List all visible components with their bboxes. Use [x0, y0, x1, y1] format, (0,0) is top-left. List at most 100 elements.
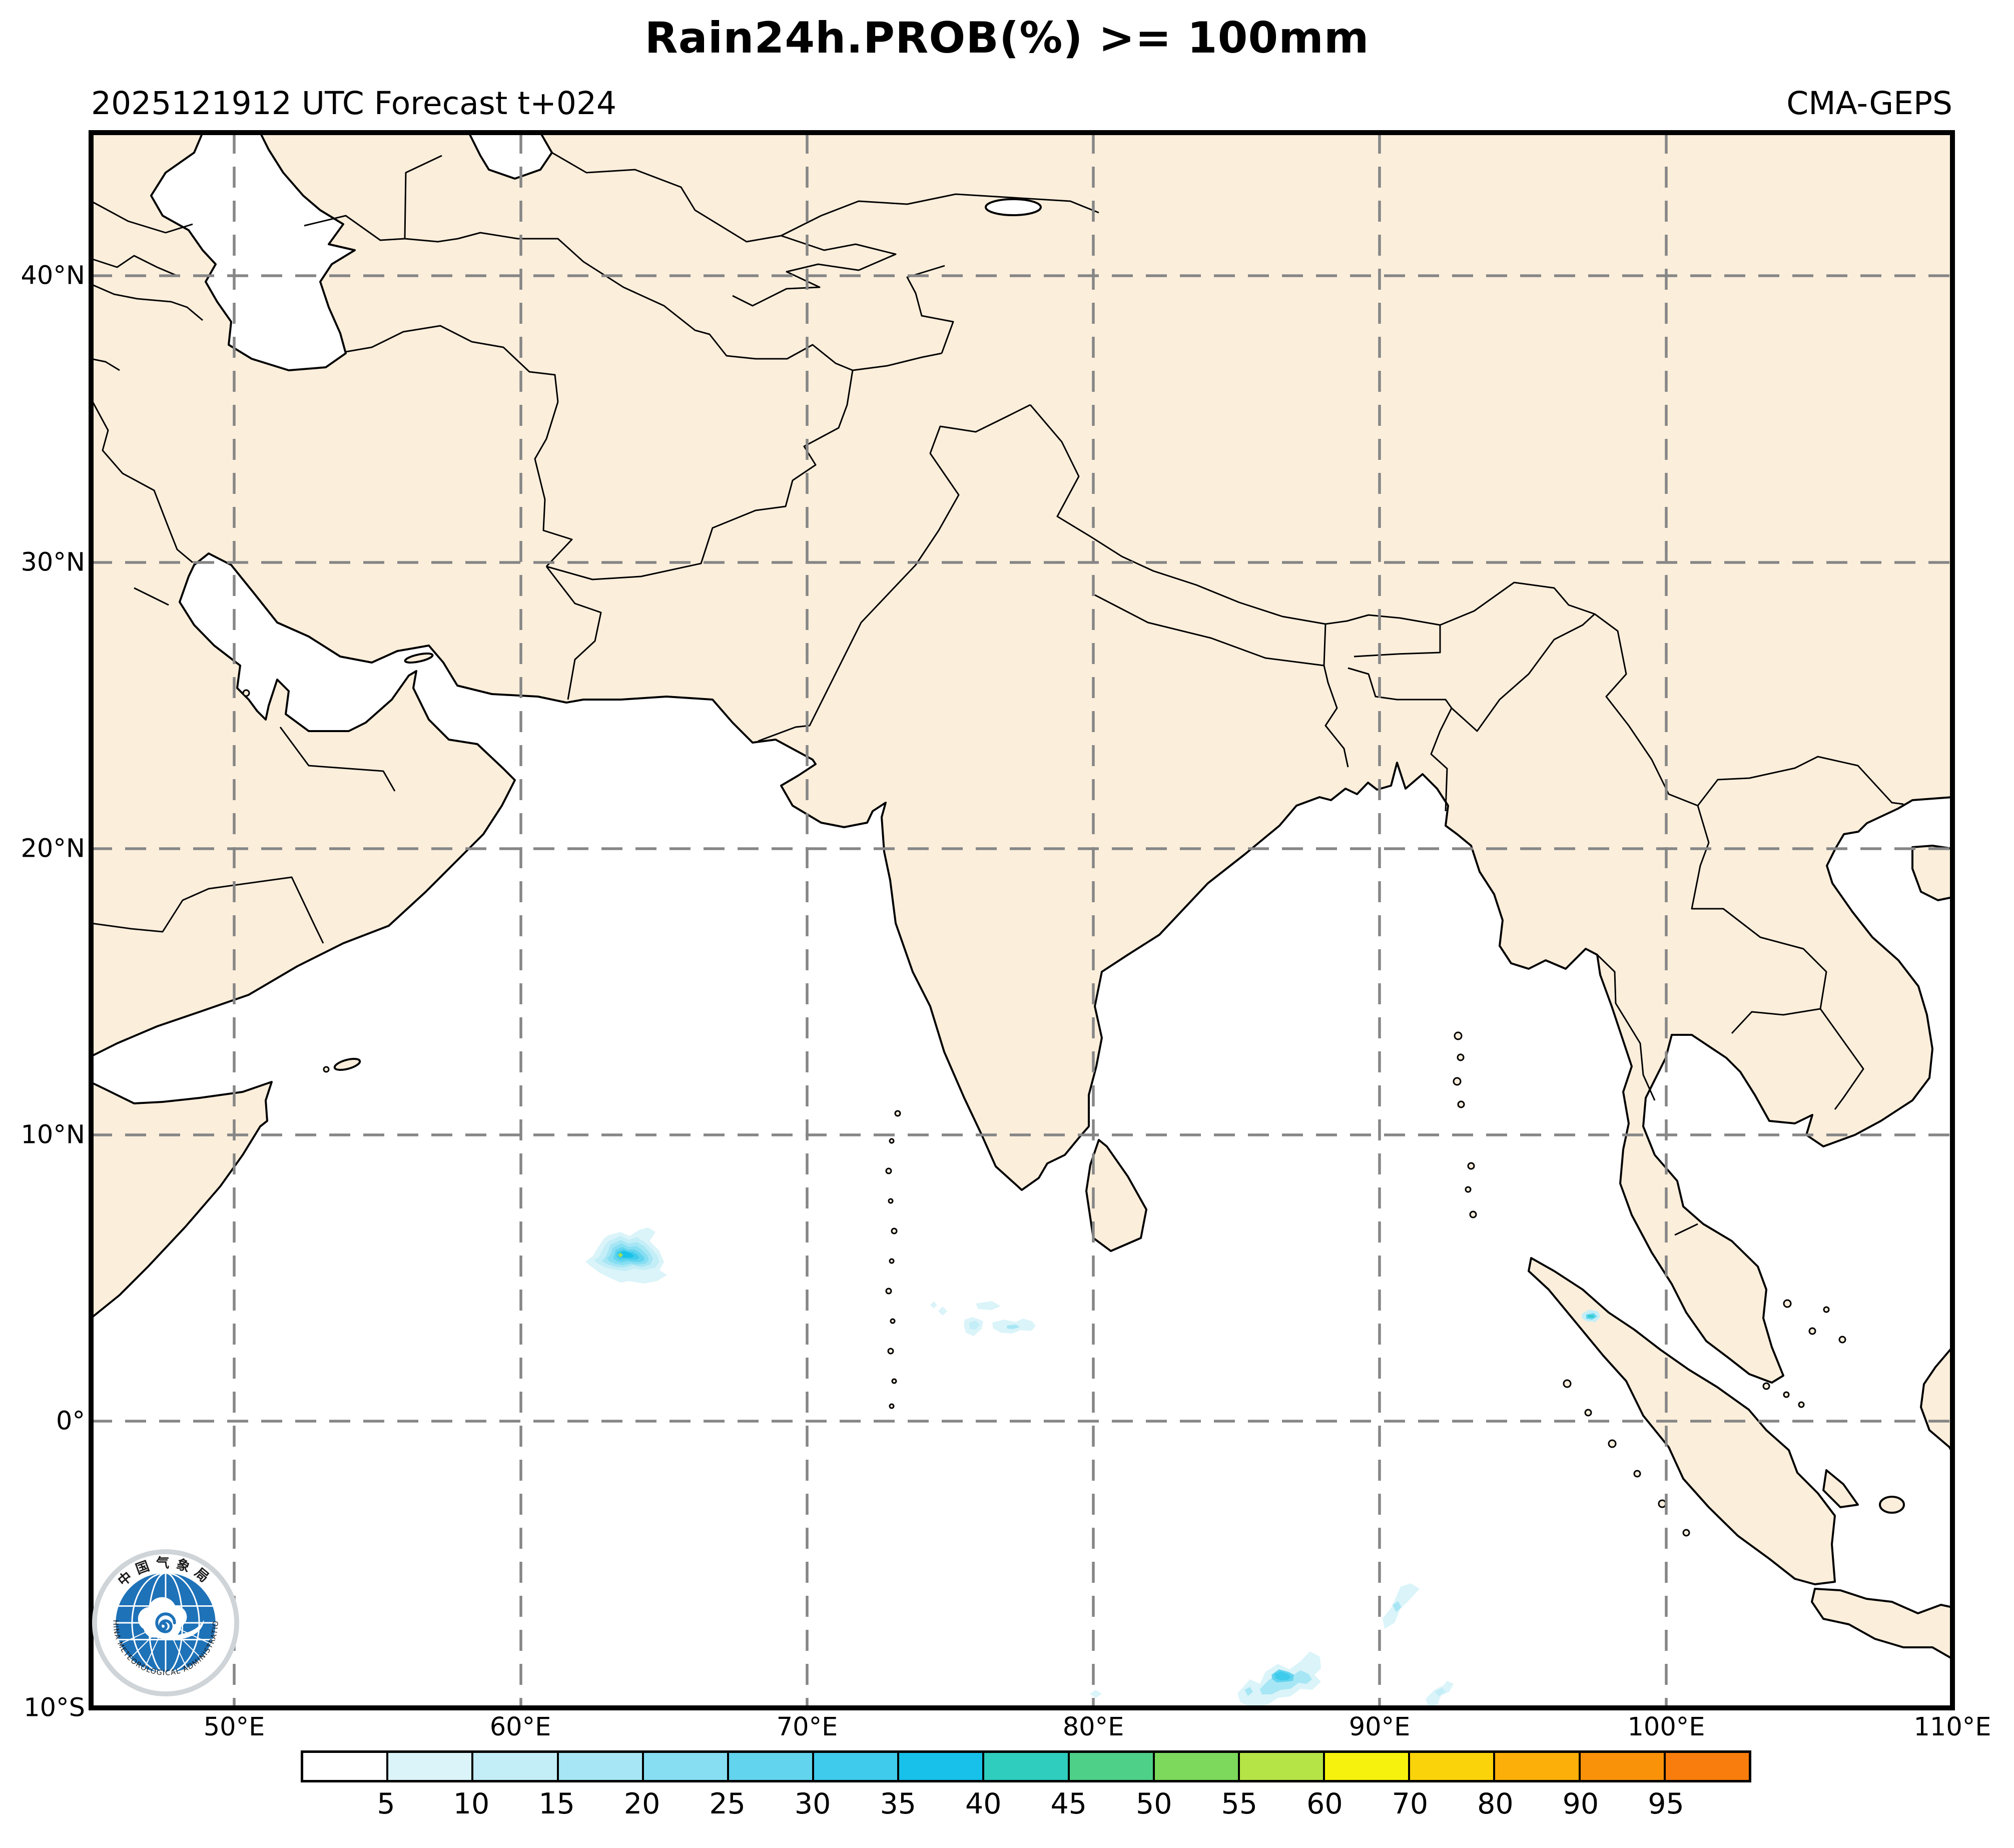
contour-level-10 — [969, 1321, 980, 1330]
colorbar-tick-label: 70 — [1392, 1787, 1429, 1820]
islet — [1808, 1327, 1816, 1335]
islet — [891, 1378, 897, 1384]
islet — [1457, 1100, 1465, 1108]
aral-sea — [468, 132, 553, 180]
colorbar-cell-0 — [303, 1753, 389, 1780]
colorbar-cell-4 — [643, 1753, 729, 1780]
rain-blob-south-io-speck-80e — [1090, 1690, 1102, 1698]
country-border — [1348, 667, 1453, 812]
islet — [242, 689, 250, 697]
colorbar-cell-16 — [1665, 1753, 1749, 1780]
colorbar-cell-12 — [1325, 1753, 1411, 1780]
rain-blob-arabian-sea-cell — [585, 1227, 667, 1284]
country-border — [1674, 1223, 1698, 1236]
colorbar-tick-label: 10 — [453, 1787, 490, 1820]
colorbar-cell-14 — [1495, 1753, 1581, 1780]
islet — [894, 1110, 901, 1117]
islet — [1467, 1162, 1475, 1170]
country-border — [91, 283, 203, 321]
lat-axis-label: 40°N — [21, 261, 85, 291]
contour-level-15 — [1007, 1325, 1020, 1329]
islet — [889, 1258, 895, 1264]
country-border — [1354, 625, 1441, 658]
colorbar-tick-label: 95 — [1648, 1787, 1684, 1820]
country-border — [1819, 1008, 1864, 1110]
land-qeshm — [404, 653, 434, 664]
colorbar-cell-5 — [729, 1753, 815, 1780]
country-borders-layer — [90, 152, 1904, 1236]
islet — [1783, 1299, 1792, 1308]
contour-level-15 — [1244, 1687, 1253, 1696]
colorbar-cell-3 — [558, 1753, 644, 1780]
islet — [1465, 1186, 1472, 1193]
country-border — [1323, 665, 1349, 768]
islet — [1658, 1499, 1667, 1508]
logo-cloud-icon — [138, 1597, 204, 1640]
model-name-label: CMA-GEPS — [1786, 85, 1952, 122]
contour-level-5 — [938, 1307, 947, 1316]
colorbar-cell-10 — [1154, 1753, 1240, 1780]
land-mainland — [90, 132, 1953, 1384]
colorbar-cell-7 — [899, 1753, 985, 1780]
islet — [1823, 1306, 1830, 1313]
contour-level-15 — [1260, 1670, 1312, 1694]
lakes-layer — [150, 132, 1042, 371]
colorbar-tick-label: 5 — [377, 1787, 395, 1820]
islet — [891, 1227, 898, 1235]
islet — [323, 1066, 330, 1073]
colorbar-tick-label: 50 — [1136, 1787, 1172, 1820]
contour-level-40 — [1588, 1315, 1594, 1318]
contour-level-5 — [930, 1302, 937, 1309]
islet — [1633, 1470, 1641, 1478]
country-border — [1094, 594, 1326, 667]
landmass-layer — [90, 132, 1953, 1660]
islet — [1469, 1210, 1477, 1218]
lon-axis-label: 70°E — [776, 1712, 838, 1742]
country-border — [404, 232, 942, 371]
colorbar — [301, 1750, 1751, 1782]
colorbar-cell-1 — [388, 1753, 474, 1780]
rain-blob-south-indian-ocean-band — [1237, 1651, 1321, 1708]
country-border — [91, 876, 324, 944]
lat-axis-label: 20°N — [21, 834, 85, 864]
country-border — [1691, 805, 1827, 1034]
country-border — [534, 401, 573, 567]
page-title: Rain24h.PROB(%) >= 100mm — [644, 13, 1370, 63]
colorbar-tick-label: 80 — [1477, 1787, 1514, 1820]
land-sumatra — [1528, 1257, 1836, 1585]
country-border — [345, 325, 559, 402]
colorbar-tick-label: 15 — [538, 1787, 575, 1820]
map-canvas — [89, 130, 1955, 1710]
islet — [887, 1348, 894, 1355]
islet — [888, 1198, 894, 1204]
lon-axis-label: 100°E — [1627, 1712, 1705, 1742]
map-frame — [89, 130, 1955, 1710]
islet — [1783, 1391, 1790, 1398]
colorbar-cell-6 — [814, 1753, 900, 1780]
islet — [1838, 1336, 1846, 1344]
country-border — [551, 152, 1099, 243]
islet — [885, 1288, 892, 1295]
country-border — [304, 155, 442, 241]
lon-axis-label: 60°E — [489, 1712, 551, 1742]
small-islands-layer — [242, 689, 1846, 1537]
country-border — [134, 587, 169, 606]
colorbar-cell-11 — [1239, 1753, 1325, 1780]
land-belitung — [1879, 1496, 1905, 1514]
country-border — [279, 727, 396, 792]
land-hainan — [1911, 845, 1953, 901]
colorbar-tick-label: 45 — [1050, 1787, 1087, 1820]
colorbar-tick-label: 20 — [623, 1787, 660, 1820]
colorbar-cell-2 — [473, 1753, 559, 1780]
colorbar-tick-label: 25 — [709, 1787, 746, 1820]
colorbar-tick-label: 55 — [1221, 1787, 1258, 1820]
islet — [1584, 1409, 1592, 1417]
country-border — [732, 235, 897, 307]
islet — [1454, 1031, 1463, 1040]
rain-blob-equatorial-indian-ocean-specks — [930, 1301, 1036, 1336]
islet — [1453, 1077, 1462, 1086]
islet — [1798, 1401, 1805, 1408]
contour-level-35 — [619, 1251, 634, 1258]
colorbar-tick-label: 40 — [965, 1787, 1002, 1820]
